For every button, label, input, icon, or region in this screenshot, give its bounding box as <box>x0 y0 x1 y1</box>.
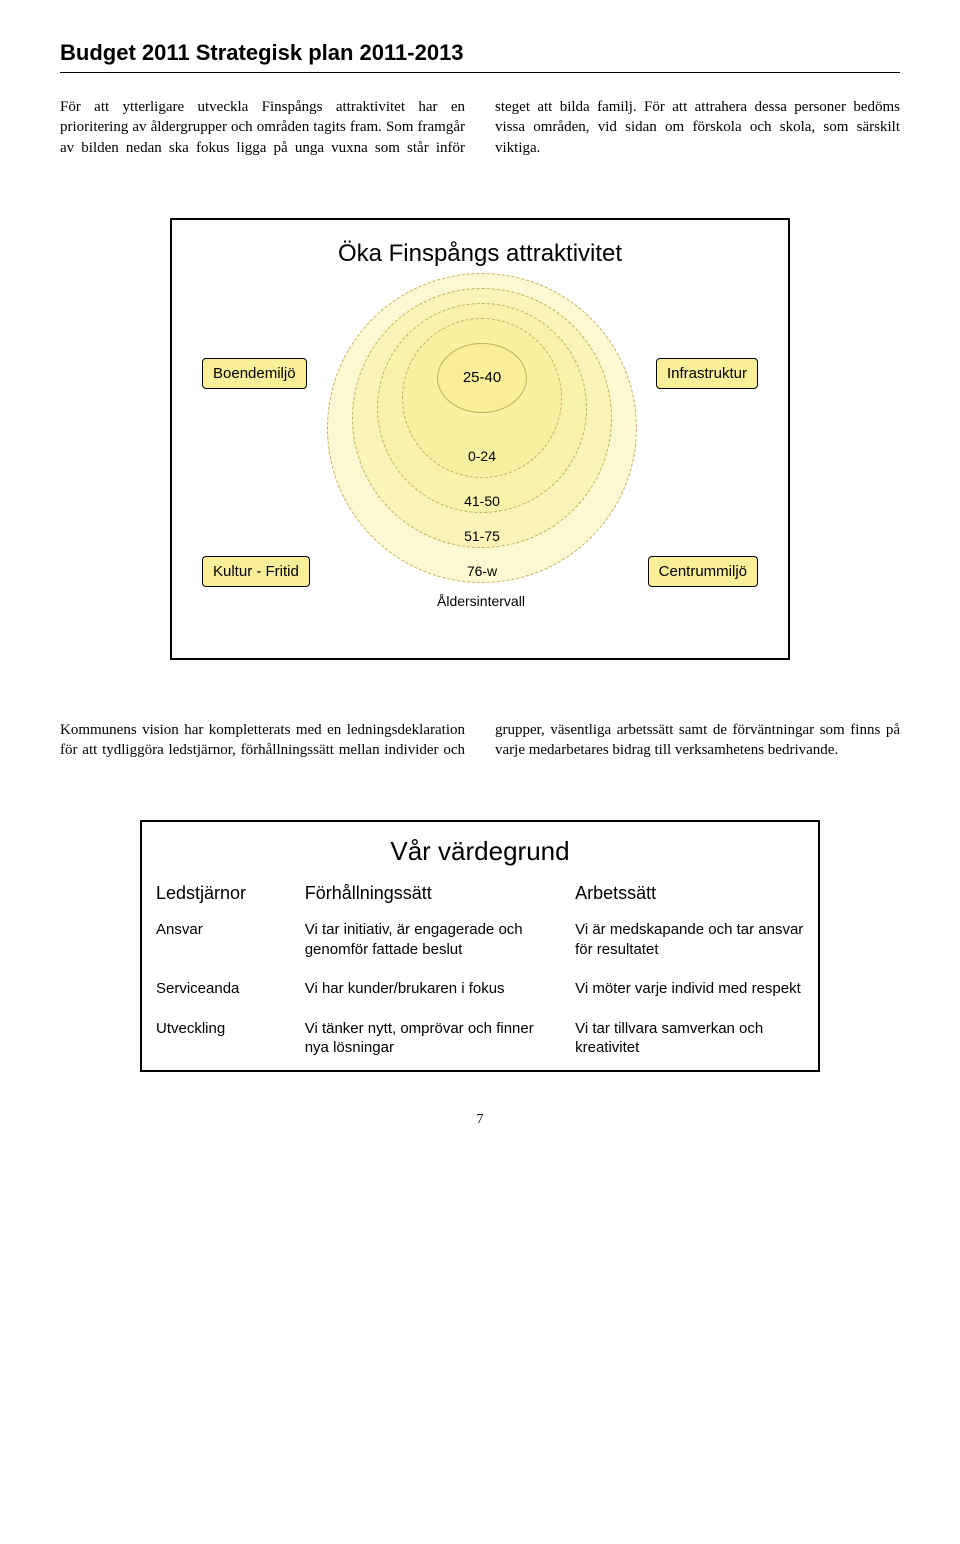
diagram-title: Öka Finspångs attraktivitet <box>192 240 768 268</box>
values-row: Utveckling Vi tänker nytt, omprövar och … <box>142 1011 818 1070</box>
values-cell: Vi tar initiativ, är engagerade och geno… <box>291 912 561 971</box>
header-rule <box>60 72 900 73</box>
values-box: Vår värdegrund Ledstjärnor Förhållningss… <box>140 820 820 1072</box>
values-cell: Vi möter varje individ med respekt <box>561 971 818 1011</box>
ring-label-0-24: 0-24 <box>468 448 496 464</box>
diagram-body: 25-40 0-24 41-50 51-75 76-w Boendemiljö … <box>192 288 768 628</box>
values-header-row: Ledstjärnor Förhållningssätt Arbetssätt <box>142 877 818 912</box>
values-title: Vår värdegrund <box>142 822 818 877</box>
tag-infrastruktur: Infrastruktur <box>656 358 758 389</box>
values-cell: Ansvar <box>142 912 291 971</box>
tag-kultur-fritid: Kultur - Fritid <box>202 556 310 587</box>
axis-label: Åldersintervall <box>437 593 525 609</box>
attractiveness-diagram: Öka Finspångs attraktivitet 25-40 0-24 4… <box>170 218 790 660</box>
ring-label-76-w: 76-w <box>467 563 497 579</box>
tag-centrummiljo: Centrummiljö <box>648 556 758 587</box>
tag-boendemiljo: Boendemiljö <box>202 358 307 389</box>
page-number: 7 <box>60 1112 900 1128</box>
values-cell: Vi tänker nytt, omprövar och finner nya … <box>291 1011 561 1070</box>
values-cell: Vi är medskapande och tar ansvar för res… <box>561 912 818 971</box>
page-header: Budget 2011 Strategisk plan 2011-2013 <box>60 40 900 66</box>
core-label: 25-40 <box>463 369 501 386</box>
values-row: Serviceanda Vi har kunder/brukaren i fok… <box>142 971 818 1011</box>
values-cell: Vi tar tillvara samverkan och kreativite… <box>561 1011 818 1070</box>
values-table: Ledstjärnor Förhållningssätt Arbetssätt … <box>142 877 818 1070</box>
ring-label-51-75: 51-75 <box>464 528 500 544</box>
values-head-3: Arbetssätt <box>561 877 818 912</box>
values-head-2: Förhållningssätt <box>291 877 561 912</box>
values-cell: Utveckling <box>142 1011 291 1070</box>
values-row: Ansvar Vi tar initiativ, är engagerade o… <box>142 912 818 971</box>
values-cell: Serviceanda <box>142 971 291 1011</box>
values-cell: Vi har kunder/brukaren i fokus <box>291 971 561 1011</box>
ring-label-41-50: 41-50 <box>464 493 500 509</box>
values-head-1: Ledstjärnor <box>142 877 291 912</box>
intro-paragraph: För att ytterligare utveckla Finspångs a… <box>60 97 900 158</box>
core-ellipse: 25-40 <box>437 343 527 413</box>
vision-paragraph: Kommunens vision har kompletterats med e… <box>60 720 900 761</box>
